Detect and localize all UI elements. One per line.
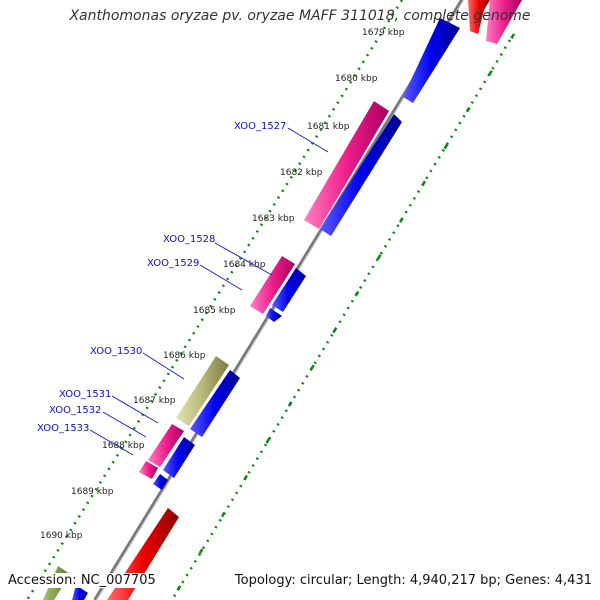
kbp-label: 1686 kbp [163,351,206,361]
gene-label-xoo-1530[interactable]: XOO_1530 [90,346,142,357]
gene-label-xoo-1528[interactable]: XOO_1528 [163,234,215,245]
kbp-label: 1685 kbp [193,306,236,316]
gene-xoo-1533[interactable] [139,461,158,479]
gene-xoo-1531[interactable] [148,424,184,467]
kbp-label: 1690 kbp [40,531,83,541]
gene-red-top[interactable] [468,0,490,34]
gene-xoo-1530[interactable] [176,356,229,426]
gene-blue-1530[interactable] [190,370,240,437]
inner-tick-track [25,0,404,600]
gene-xoo-1529[interactable] [272,268,306,312]
genome-title: Xanthomonas oryzae pv. oryzae MAFF 31101… [69,8,531,24]
gene-xoo-1532[interactable] [163,437,195,478]
genes [43,0,522,600]
leader-line [102,411,147,438]
gene-blue-small-1529[interactable] [266,308,282,322]
kbp-labels: 1679 kbp 1680 kbp 1681 kbp 1682 kbp 1683… [40,28,405,541]
kbp-label: 1681 kbp [307,122,350,132]
kbp-label: 1688 kbp [102,441,145,451]
leader-line [199,264,243,291]
leader-line [214,242,273,276]
outer-tick-track [170,39,512,600]
gene-blue-bottom[interactable] [72,585,88,600]
leader-line [111,395,159,424]
gene-labels: XOO_1527 XOO_1528 XOO_1529 XOO_1530 XOO_… [37,121,286,434]
gene-xoo-1527[interactable] [304,101,389,229]
kbp-label: 1679 kbp [362,28,405,38]
gene-xoo-1528[interactable] [250,256,295,314]
gene-blue-top[interactable] [403,18,460,103]
gene-label-xoo-1527[interactable]: XOO_1527 [234,121,286,132]
leader-line [142,352,185,380]
kbp-label: 1682 kbp [280,168,323,178]
gene-label-xoo-1533[interactable]: XOO_1533 [37,423,89,434]
gene-label-xoo-1532[interactable]: XOO_1532 [49,405,101,416]
kbp-label: 1687 kbp [133,396,176,406]
gene-blue-small-1533[interactable] [153,474,168,490]
leader-line [287,127,329,153]
kbp-label: 1684 kbp [223,260,266,270]
gene-pink-top[interactable] [486,0,522,44]
topology-label: Topology: circular; Length: 4,940,217 bp… [234,573,592,588]
leader-lines [89,127,329,456]
gene-label-xoo-1529[interactable]: XOO_1529 [147,258,199,269]
kbp-label: 1689 kbp [71,487,114,497]
gene-blue-1527[interactable] [320,114,402,236]
kbp-label: 1680 kbp [335,74,378,84]
gene-label-xoo-1531[interactable]: XOO_1531 [59,389,111,400]
leader-line [89,429,134,456]
kbp-label: 1683 kbp [252,214,295,224]
accession-label: Accession: NC_007705 [8,573,156,588]
